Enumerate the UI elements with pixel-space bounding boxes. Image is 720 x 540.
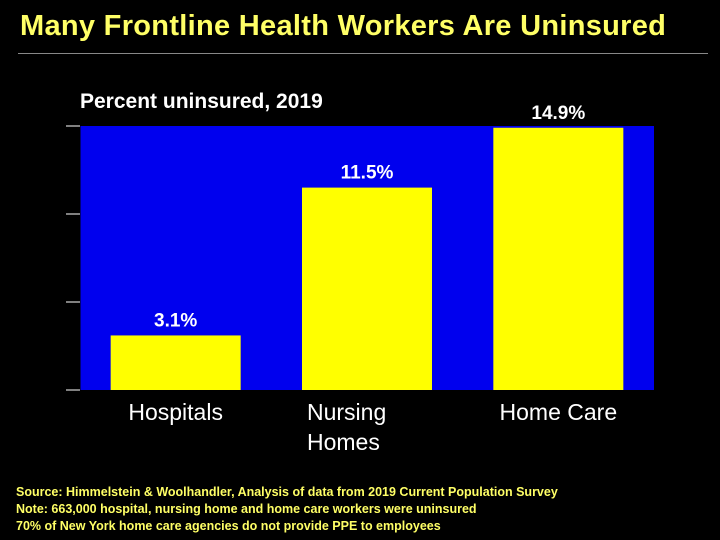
category-label: Hospitals [128, 399, 223, 425]
ppe-note: 70% of New York home care agencies do no… [16, 519, 441, 533]
data-label: 3.1% [154, 310, 197, 331]
category-label: Nursing Homes [307, 399, 386, 455]
bar [493, 127, 624, 390]
data-labels: 3.1% 11.5% 14.9% [154, 103, 585, 332]
chart-title: Many Frontline Health Workers Are Uninsu… [20, 10, 667, 42]
category-labels: Hospitals Nursing Homes Home Care [128, 399, 617, 455]
data-label: 11.5% [341, 163, 394, 184]
source-note: Source: Himmelstein & Woolhandler, Analy… [16, 485, 558, 499]
title-divider [18, 53, 708, 54]
data-label: 14.9% [531, 103, 585, 124]
uninsured-note: Note: 663,000 hospital, nursing home and… [16, 502, 477, 516]
y-axis-ticks [66, 125, 80, 391]
bar [302, 187, 432, 390]
chart-subtitle: Percent uninsured, 2019 [80, 90, 323, 113]
footer-notes: Source: Himmelstein & Woolhandler, Analy… [16, 484, 716, 535]
category-label: Home Care [500, 399, 618, 425]
bar [110, 335, 241, 390]
bars [110, 127, 624, 390]
